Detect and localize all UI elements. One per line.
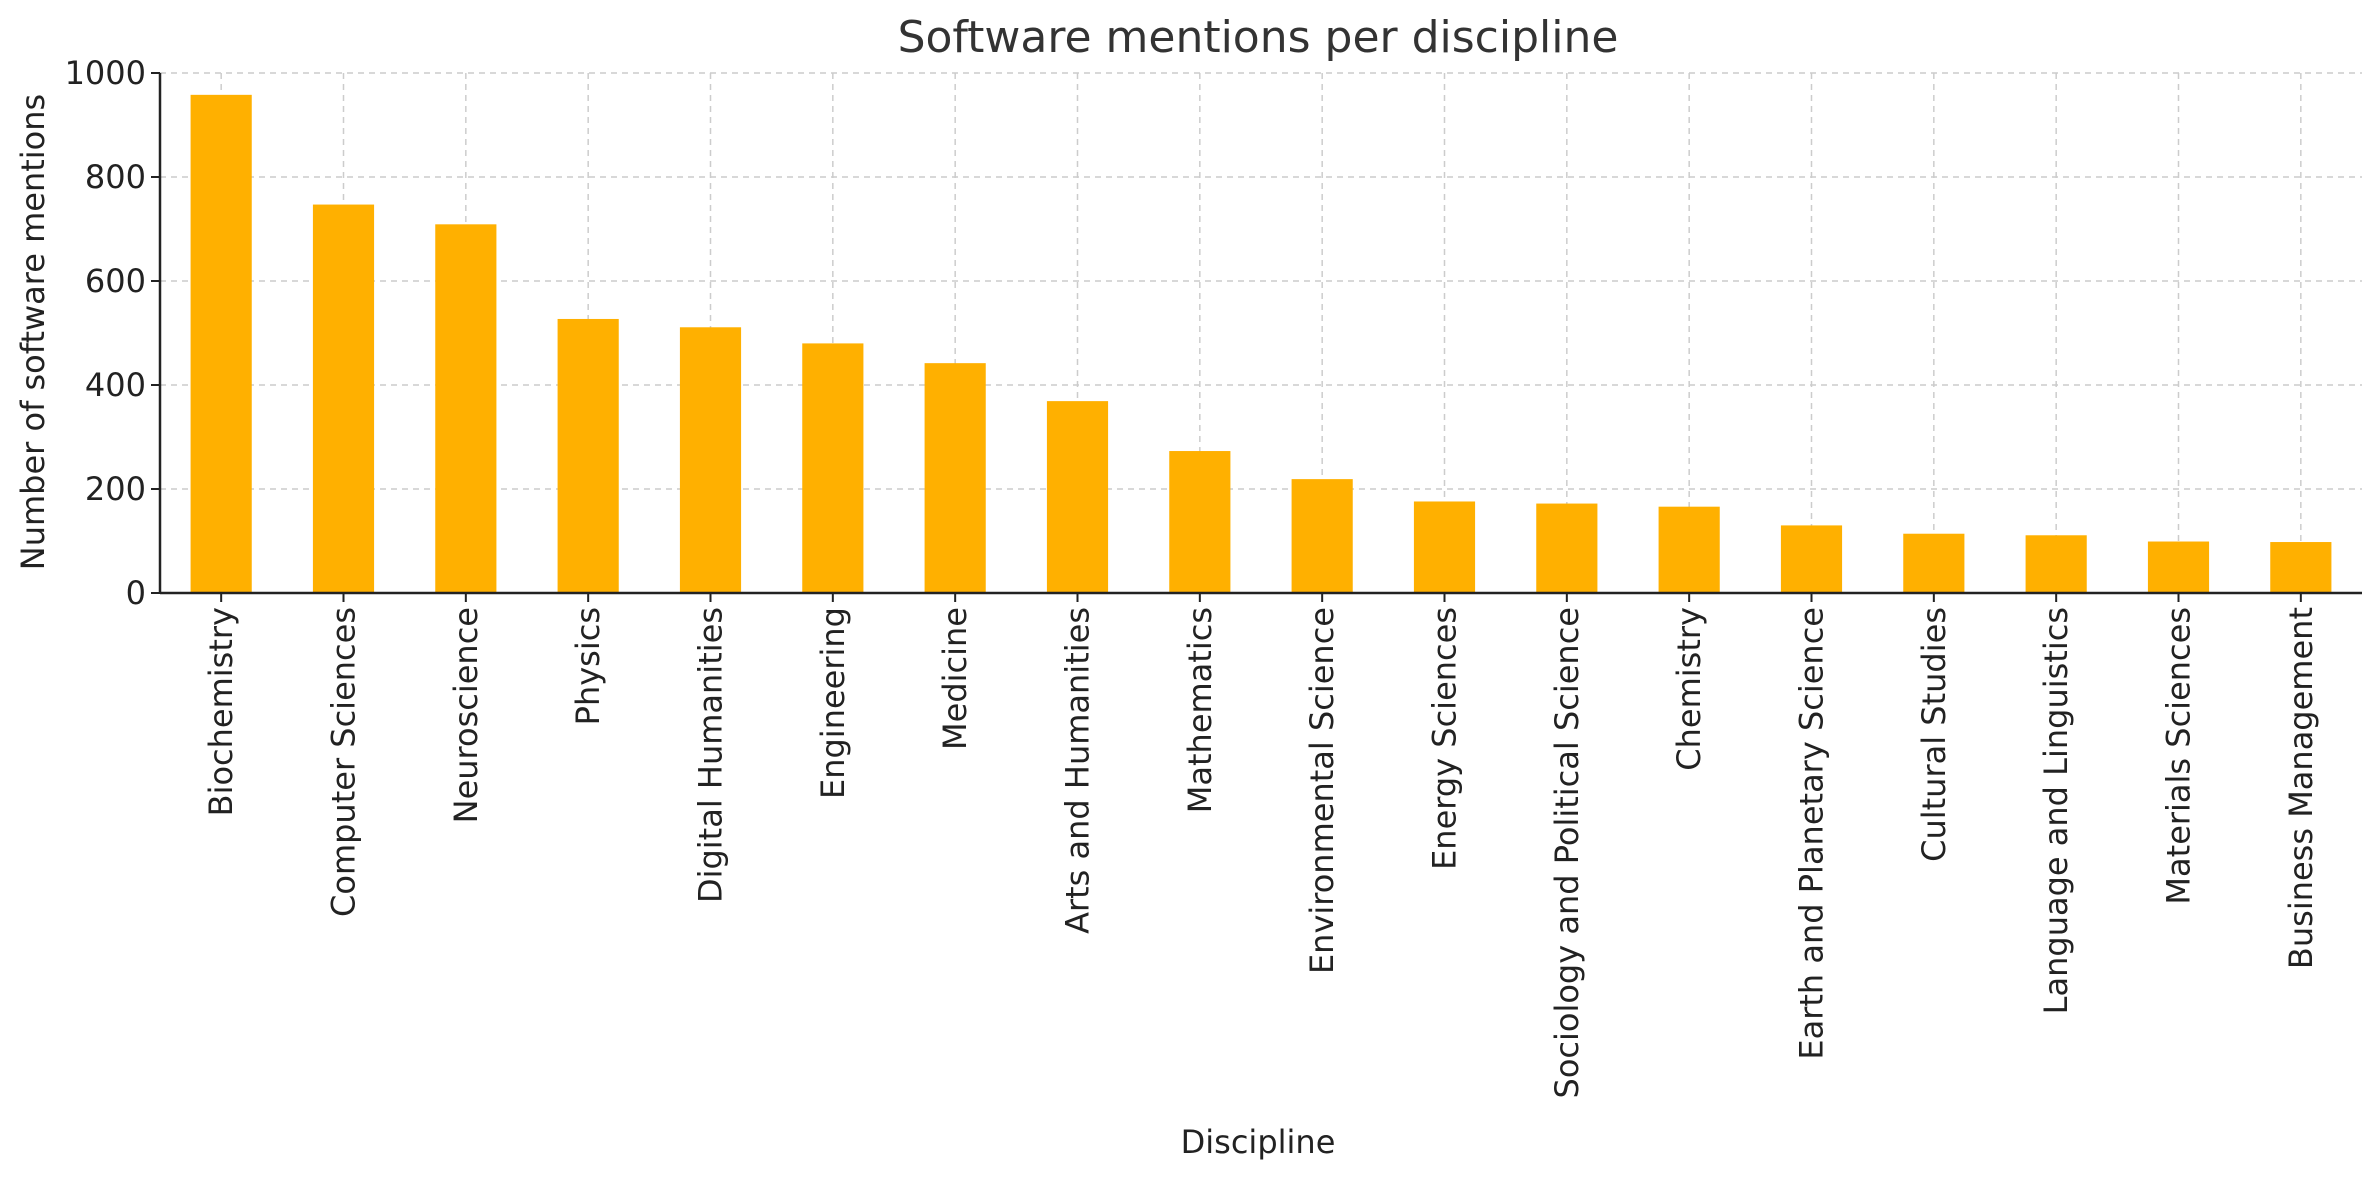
bar xyxy=(190,94,252,593)
y-tick-label: 200 xyxy=(85,470,146,508)
bar xyxy=(1780,525,1843,593)
axes xyxy=(151,72,2362,602)
y-tick-label: 600 xyxy=(85,262,146,300)
x-tick-label: Arts and Humanities xyxy=(1059,607,1097,934)
x-tick-label: Chemistry xyxy=(1670,607,1708,771)
y-axis-title: Number of software mentions xyxy=(14,94,52,570)
bar xyxy=(1169,451,1231,593)
x-tick-label: Digital Humanities xyxy=(692,607,730,903)
labels: Software mentions per discipline Discipl… xyxy=(14,12,2320,1161)
bar xyxy=(435,224,497,593)
y-tick-label: 0 xyxy=(126,574,146,612)
bar xyxy=(679,327,742,593)
x-tick-label: Mathematics xyxy=(1181,607,1219,813)
x-tick-label: Energy Sciences xyxy=(1426,607,1464,870)
x-tick-label: Physics xyxy=(569,607,607,725)
bar xyxy=(312,204,375,593)
x-tick-label: Business Management xyxy=(2282,607,2320,969)
bar xyxy=(802,343,864,593)
y-tick-label: 400 xyxy=(85,366,146,404)
x-tick-label: Neuroscience xyxy=(447,607,485,823)
bar xyxy=(1658,506,1720,593)
x-tick-label: Computer Sciences xyxy=(325,607,363,917)
bar xyxy=(1536,503,1598,593)
x-tick-label: Environmental Science xyxy=(1303,607,1341,974)
bar xyxy=(557,318,619,593)
bar xyxy=(1291,479,1353,593)
x-tick-label: Language and Linguistics xyxy=(2037,607,2075,1014)
bar xyxy=(1046,401,1109,593)
x-tick-label: Engineering xyxy=(814,607,852,799)
x-tick-label: Medicine xyxy=(936,607,974,750)
bar xyxy=(1413,501,1476,593)
x-axis-title: Discipline xyxy=(1181,1123,1336,1161)
x-tick-label: Cultural Studies xyxy=(1915,607,1953,862)
bar xyxy=(2147,541,2210,593)
x-tick-label: Biochemistry xyxy=(202,607,240,816)
x-tick-label: Earth and Planetary Science xyxy=(1793,607,1831,1060)
y-tick-label: 1000 xyxy=(65,54,146,92)
bars xyxy=(190,94,2332,593)
bar xyxy=(924,363,986,593)
bar xyxy=(1903,533,1965,593)
chart-title: Software mentions per discipline xyxy=(898,12,1619,63)
y-tick-label: 800 xyxy=(85,158,146,196)
x-tick-label: Sociology and Political Science xyxy=(1548,607,1586,1098)
bar xyxy=(2270,542,2332,593)
x-tick-label: Materials Sciences xyxy=(2160,607,2198,905)
bar xyxy=(2025,535,2087,593)
